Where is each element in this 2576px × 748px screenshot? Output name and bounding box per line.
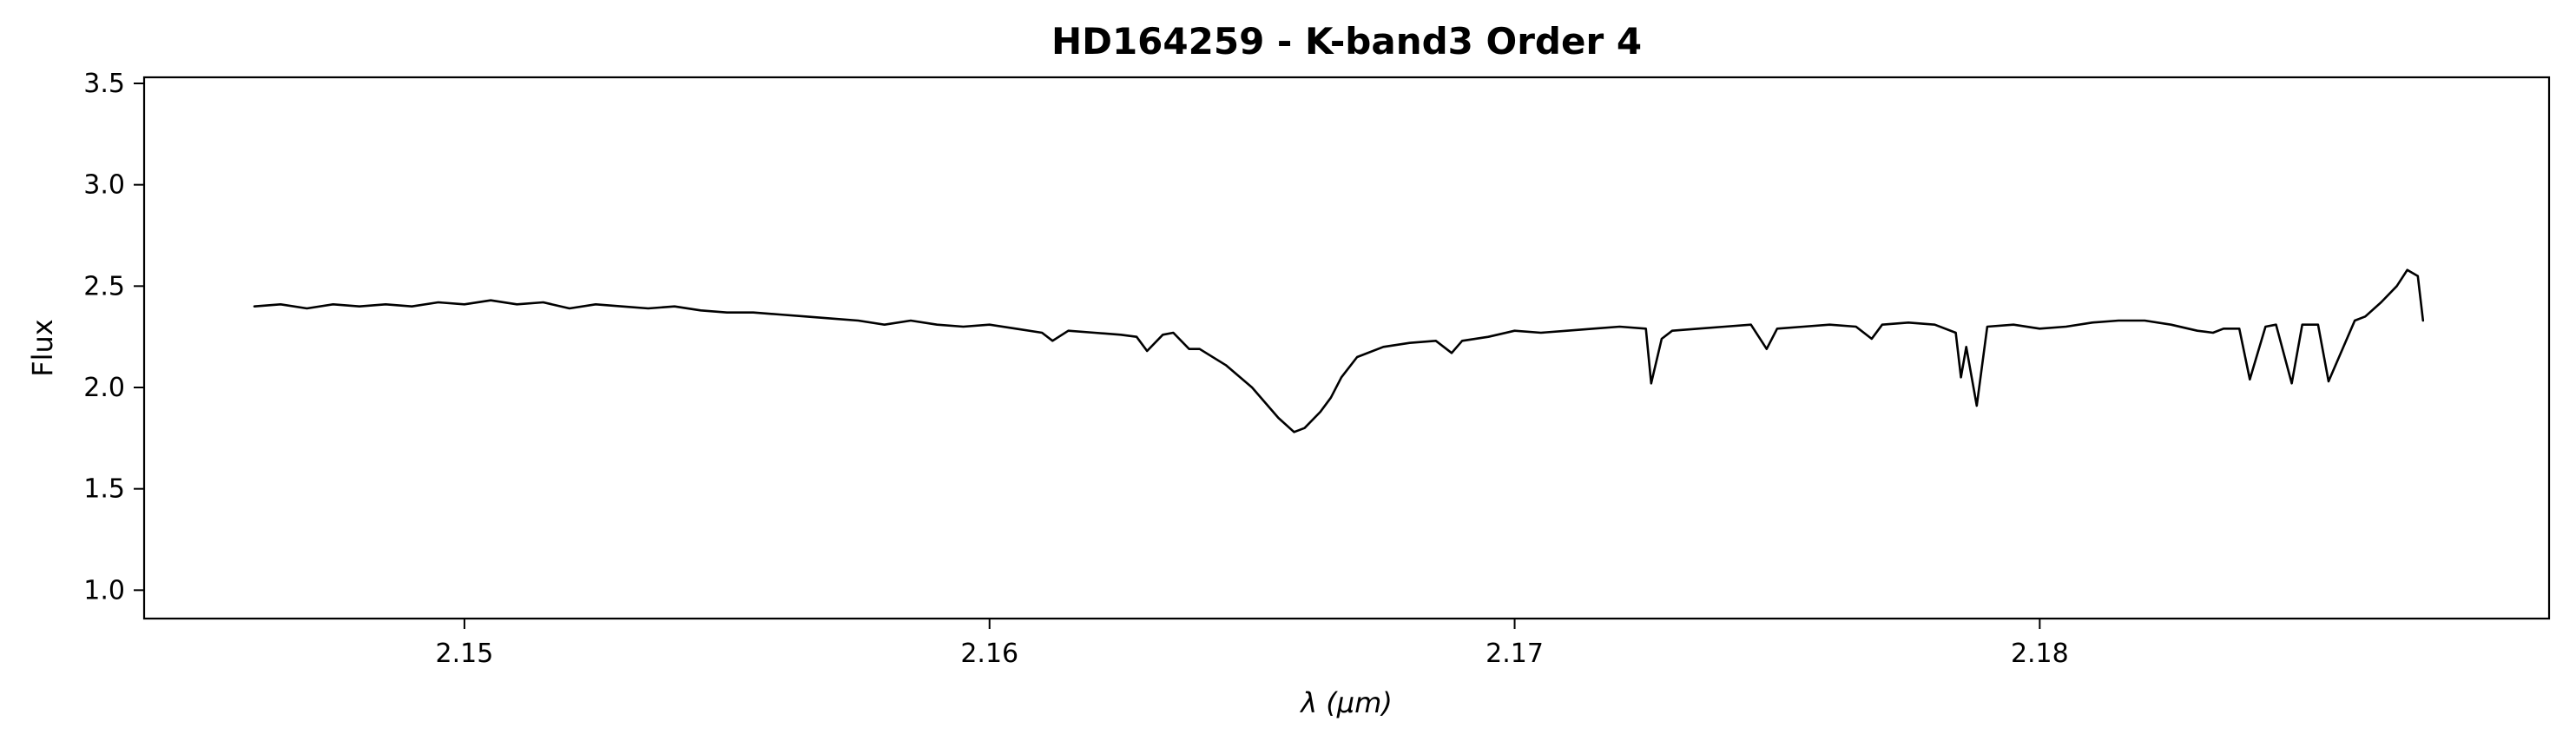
- x-tick-label: 2.15: [436, 639, 494, 669]
- x-axis-label: λ (μm): [1299, 686, 1393, 719]
- x-axis: 2.15 2.16 2.17 2.18: [436, 619, 2069, 669]
- series-line-0: [253, 268, 2425, 434]
- x-tick-label: 2.17: [1486, 639, 1544, 669]
- y-tick-label: 3.5: [83, 69, 125, 99]
- plot-area: [142, 76, 2551, 620]
- chart-title: HD164259 - K-band3 Order 4: [1051, 20, 1642, 63]
- y-axis-label: Flux: [26, 319, 59, 377]
- x-tick-label: 2.18: [2011, 639, 2069, 669]
- y-tick-label: 3.0: [83, 170, 125, 201]
- y-tick-label: 1.5: [83, 474, 125, 505]
- x-tick-label: 2.16: [960, 639, 1018, 669]
- y-tick-label: 2.0: [83, 373, 125, 403]
- y-axis: 1.0 1.5 2.0 2.5 3.0 3.5: [83, 69, 144, 606]
- y-tick-label: 1.0: [83, 575, 125, 606]
- y-tick-label: 2.5: [83, 271, 125, 301]
- plot-frame: [142, 76, 2551, 620]
